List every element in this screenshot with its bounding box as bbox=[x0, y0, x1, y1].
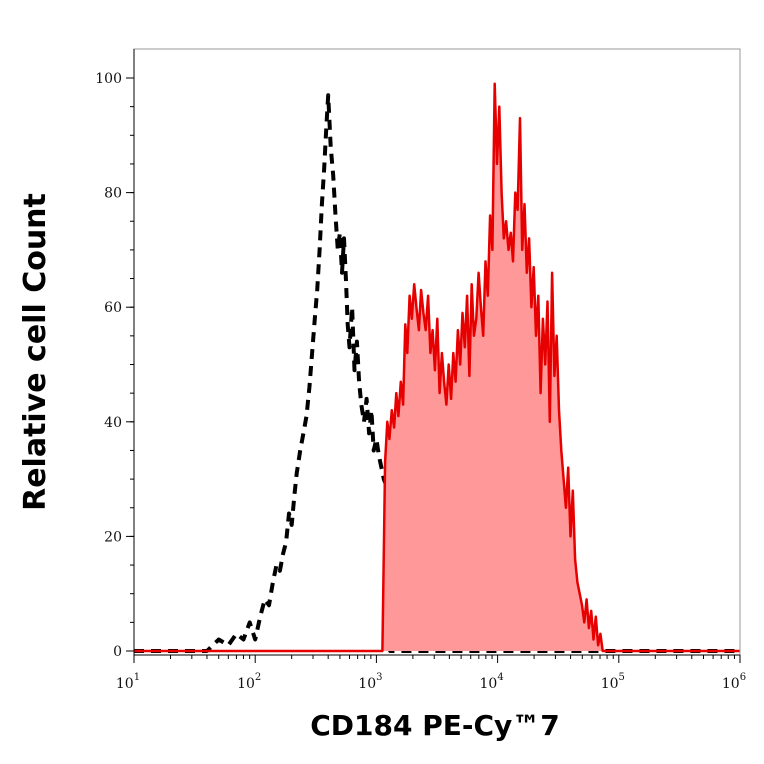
y-tick-label: 60 bbox=[104, 300, 122, 316]
x-tick-label: 105 bbox=[601, 672, 625, 692]
axes-layer bbox=[126, 48, 741, 663]
y-tick-label: 0 bbox=[113, 644, 122, 660]
ticks-layer: 0 20 40 60 80 100 101 102 103 104 105 106 bbox=[95, 71, 746, 692]
y-tick-label: 80 bbox=[104, 186, 122, 202]
y-tick-label: 100 bbox=[95, 71, 122, 87]
x-tick-label: 104 bbox=[479, 672, 503, 692]
series-layer bbox=[134, 82, 740, 653]
series-1-area bbox=[134, 83, 740, 651]
x-tick-label: 101 bbox=[116, 672, 140, 692]
x-axis-title: CD184 PE-Cy™7 bbox=[310, 709, 560, 742]
y-tick-label: 40 bbox=[104, 415, 122, 431]
x-tick-label: 102 bbox=[237, 672, 261, 692]
x-tick-label: 103 bbox=[358, 672, 382, 692]
x-tick-label: 106 bbox=[722, 672, 746, 692]
series-1-line bbox=[134, 82, 740, 653]
y-tick-label: 20 bbox=[104, 529, 122, 545]
y-axis-title: Relative cell Count bbox=[18, 193, 53, 511]
